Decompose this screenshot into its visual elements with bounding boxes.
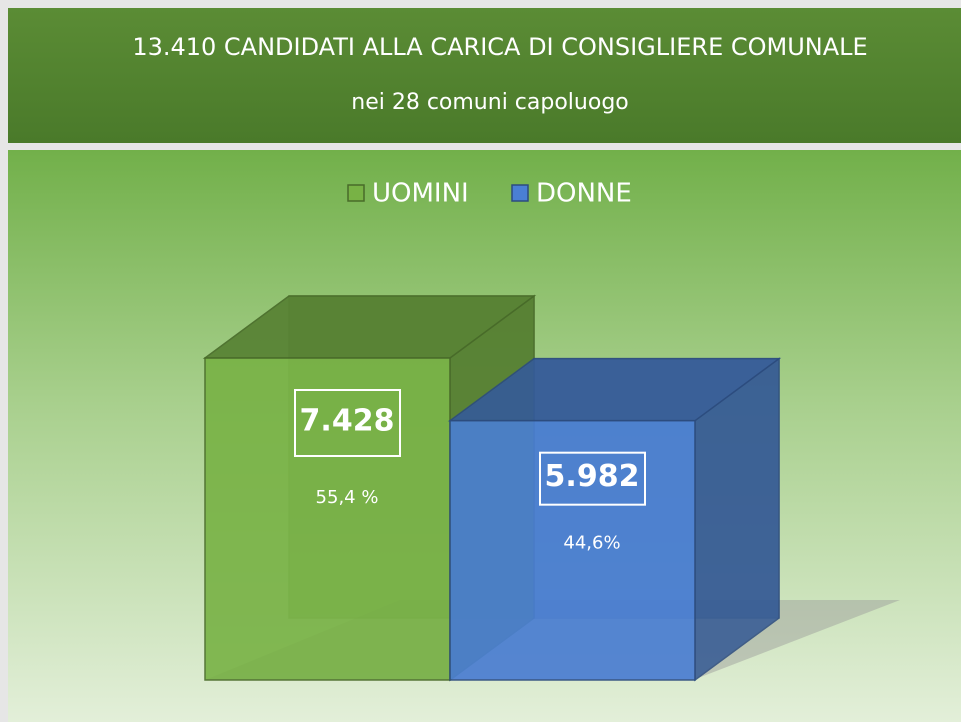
value-label-box xyxy=(539,451,646,506)
header-band xyxy=(8,8,961,143)
chart-subtitle: nei 28 comuni capoluogo xyxy=(351,90,629,115)
value-label: 7.428 xyxy=(300,404,395,439)
value-label-box xyxy=(294,389,401,457)
legend-swatch xyxy=(347,184,365,202)
share-label: 44,6% xyxy=(563,533,620,554)
bar xyxy=(449,419,696,681)
bar xyxy=(204,357,451,681)
legend-label: UOMINI xyxy=(372,179,469,209)
legend-label: DONNE xyxy=(536,179,632,209)
legend-swatch xyxy=(511,184,529,202)
chart-title: 13.410 CANDIDATI ALLA CARICA DI CONSIGLI… xyxy=(132,33,867,61)
share-label: 55,4 % xyxy=(316,487,379,508)
value-label: 5.982 xyxy=(545,459,640,494)
